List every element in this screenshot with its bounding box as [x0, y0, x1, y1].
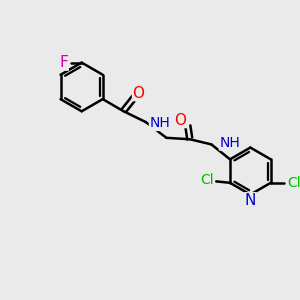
Text: NH: NH: [149, 116, 170, 130]
Text: Cl: Cl: [287, 176, 300, 190]
Text: N: N: [245, 193, 256, 208]
Text: NH: NH: [219, 136, 240, 150]
Text: Cl: Cl: [200, 173, 214, 187]
Text: O: O: [133, 85, 145, 100]
Text: F: F: [59, 55, 68, 70]
Text: O: O: [174, 112, 186, 128]
